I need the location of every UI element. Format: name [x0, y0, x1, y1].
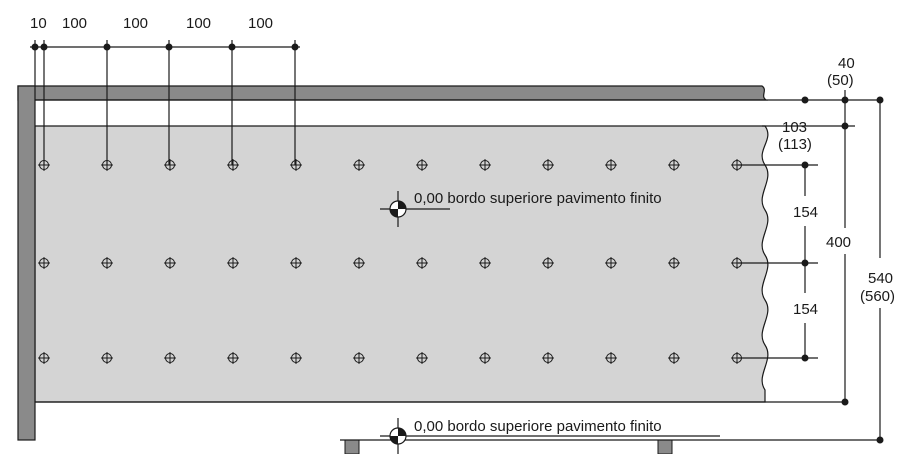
offset-label-alt: (113) [778, 136, 812, 153]
dim-label-100-c: 100 [186, 15, 211, 32]
total-height-dot-bottom [876, 436, 884, 444]
reference-marker-lower-icon [380, 418, 720, 454]
hole-marker-icon [164, 352, 176, 364]
top-offset-label-alt: (50) [827, 72, 854, 89]
hole-marker-icon [605, 352, 617, 364]
hole-marker-icon [38, 352, 50, 364]
dim-label-100-b: 100 [123, 15, 148, 32]
hole-marker-icon [290, 352, 302, 364]
hole-marker-icon [227, 352, 239, 364]
left-frame-bar [17, 85, 36, 441]
hole-marker-icon [479, 352, 491, 364]
reference-marker-upper-icon [380, 191, 450, 227]
hole-marker-icon [227, 159, 239, 171]
reference-label-upper: 0,00 bordo superiore pavimento finito [414, 190, 662, 207]
hole-marker-icon [101, 159, 113, 171]
hole-marker-icon [668, 159, 680, 171]
hole-marker-icon [164, 257, 176, 269]
total-height-dot-top [876, 96, 884, 104]
total-height-label-alt: (560) [860, 288, 895, 305]
hole-marker-icon [290, 159, 302, 171]
row-dimension-chain [738, 161, 818, 362]
dim-label-100-d: 100 [248, 15, 273, 32]
hole-marker-icon [353, 159, 365, 171]
hole-marker-icon [605, 159, 617, 171]
hole-marker-icon [353, 257, 365, 269]
panel-height-label: 400 [826, 234, 851, 251]
hole-marker-icon [38, 257, 50, 269]
hole-marker-icon [416, 257, 428, 269]
panel-area [34, 125, 769, 403]
hole-marker-icon [416, 352, 428, 364]
top-frame-bar [17, 85, 768, 101]
bottom-stub-left [344, 439, 360, 454]
hole-marker-icon [605, 257, 617, 269]
hole-marker-icon [38, 159, 50, 171]
dim-label-10: 10 [30, 15, 47, 32]
top-dimension-chain [30, 40, 300, 165]
hole-marker-icon [542, 352, 554, 364]
hole-marker-icon [668, 352, 680, 364]
offset-label: 103 [782, 119, 807, 136]
hole-marker-icon [164, 159, 176, 171]
reference-label-lower: 0,00 bordo superiore pavimento finito [414, 418, 662, 435]
hole-marker-icon [542, 257, 554, 269]
hole-marker-icon [227, 257, 239, 269]
hole-marker-icon [479, 159, 491, 171]
hole-marker-icon [101, 257, 113, 269]
panel-height-dot [841, 398, 849, 406]
hole-grid [38, 159, 743, 364]
hole-marker-icon [353, 352, 365, 364]
hole-marker-icon [101, 352, 113, 364]
bottom-stub-right [657, 439, 673, 454]
hole-marker-icon [542, 159, 554, 171]
top-offset-dot-a [801, 96, 809, 104]
hole-marker-icon [668, 257, 680, 269]
spacing-label-upper: 154 [793, 204, 818, 221]
spacing-label-lower: 154 [793, 301, 818, 318]
hole-marker-icon [479, 257, 491, 269]
dim-label-100-a: 100 [62, 15, 87, 32]
total-height-label: 540 [868, 270, 893, 287]
top-offset-label: 40 [838, 55, 855, 72]
hole-marker-icon [416, 159, 428, 171]
hole-marker-icon [290, 257, 302, 269]
top-offset-dot-b [841, 96, 849, 104]
